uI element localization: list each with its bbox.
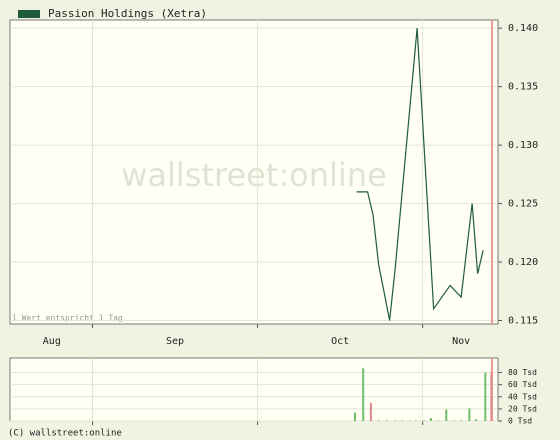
y-tick-label: 0.120 xyxy=(508,257,538,268)
volume-bar xyxy=(377,420,380,421)
volume-bar xyxy=(369,402,372,421)
y-tick-label: 60 Tsd xyxy=(508,380,537,389)
x-tick-label: Nov xyxy=(452,336,470,347)
volume-bar xyxy=(394,420,397,421)
legend-label: Passion Holdings (Xetra) xyxy=(48,7,207,20)
volume-bar xyxy=(353,412,356,421)
volume-bar xyxy=(468,408,471,421)
volume-bar xyxy=(445,409,448,421)
note: 1 Wert entspricht 1 Tag xyxy=(12,314,123,323)
volume-bar xyxy=(474,419,477,421)
y-tick-label: 0.140 xyxy=(508,23,538,34)
volume-bar xyxy=(401,420,404,421)
volume-bar xyxy=(429,417,432,421)
legend-swatch xyxy=(18,10,40,18)
y-tick-label: 0.130 xyxy=(508,140,538,151)
volume-bar xyxy=(437,420,440,421)
volume-bar xyxy=(423,420,426,421)
price-plot-area xyxy=(9,19,499,325)
volume-bar xyxy=(490,372,493,421)
y-tick-label: 0.135 xyxy=(508,82,538,93)
volume-bar xyxy=(460,420,463,421)
y-tick-label: 0 Tsd xyxy=(508,417,532,426)
volume-bar xyxy=(408,420,411,421)
y-tick-label: 80 Tsd xyxy=(508,368,537,377)
volume-bar xyxy=(415,420,418,421)
y-tick-label: 0.115 xyxy=(508,315,538,326)
y-tick-label: 20 Tsd xyxy=(508,404,537,413)
price-line xyxy=(356,28,484,321)
volume-bar xyxy=(385,420,388,421)
footer: (C) wallstreet:online xyxy=(8,429,122,439)
volume-bar xyxy=(362,368,365,421)
x-tick-label: Sep xyxy=(166,336,184,347)
y-tick-label: 0.125 xyxy=(508,199,538,210)
volume-bar xyxy=(484,372,487,421)
volume-plot-area xyxy=(9,357,499,422)
x-tick-label: Oct xyxy=(331,336,349,347)
volume-bar xyxy=(452,420,455,421)
watermark: wallstreet:online xyxy=(121,156,387,194)
x-tick-label: Aug xyxy=(43,336,61,347)
y-tick-label: 40 Tsd xyxy=(508,392,537,401)
